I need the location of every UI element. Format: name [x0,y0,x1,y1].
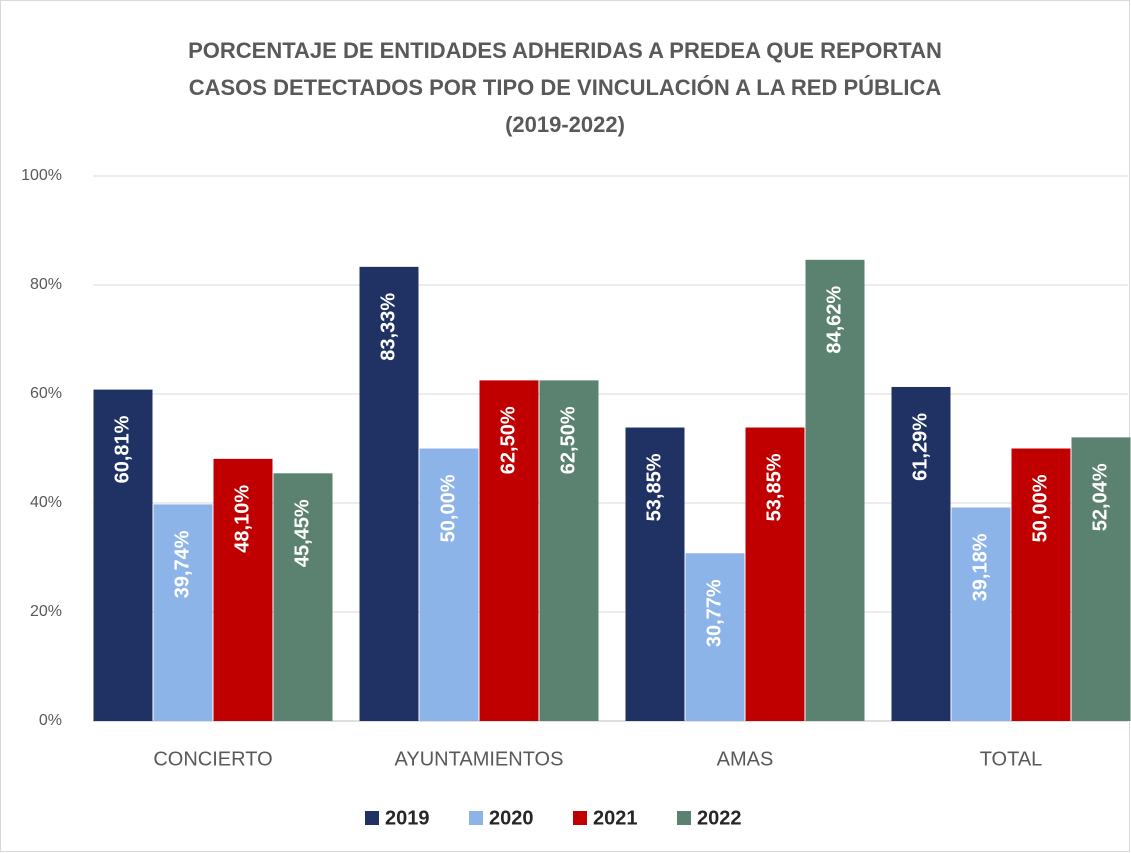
data-label: 39,18% [969,533,991,601]
x-tick-label: AMAS [717,748,774,770]
data-label: 52,04% [1089,463,1111,531]
legend-swatch [677,811,691,825]
bar [625,427,685,721]
bar [539,380,599,721]
bar [213,458,273,721]
y-tick-label: 80% [30,276,62,293]
bar [685,553,745,721]
bar [93,389,153,721]
x-tick-label: CONCIERTO [153,748,272,770]
data-label: 53,85% [643,453,665,521]
data-label: 50,00% [437,474,459,542]
legend-label: 2020 [489,807,534,829]
bar [805,259,865,721]
data-label: 45,45% [291,499,313,567]
data-label: 60,81% [111,415,133,483]
x-tick-label: TOTAL [980,748,1043,770]
bar [745,427,805,721]
y-tick-label: 40% [30,494,62,511]
legend-label: 2021 [593,807,638,829]
data-label: 30,77% [703,579,725,647]
bar [479,380,539,721]
bar [273,473,333,721]
chart-title: (2019-2022) [505,112,625,137]
bar [1011,448,1071,721]
bar [419,448,479,721]
data-label: 50,00% [1029,474,1051,542]
bar [153,504,213,721]
legend-swatch [573,811,587,825]
data-label: 84,62% [823,286,845,354]
bar [891,386,951,721]
data-label: 61,29% [909,413,931,481]
y-tick-label: 60% [30,385,62,402]
data-label: 62,50% [497,406,519,474]
data-label: 39,74% [171,530,193,598]
legend-label: 2022 [697,807,742,829]
legend-swatch [365,811,379,825]
data-label: 83,33% [377,293,399,361]
legend-label: 2019 [385,807,430,829]
y-tick-label: 100% [21,167,62,184]
chart-title: CASOS DETECTADOS POR TIPO DE VINCULACIÓN… [189,75,942,100]
y-tick-label: 0% [39,712,62,729]
x-tick-label: AYUNTAMIENTOS [395,748,564,770]
data-label: 62,50% [557,406,579,474]
chart-title: PORCENTAJE DE ENTIDADES ADHERIDAS A PRED… [188,38,942,63]
y-tick-label: 20% [30,603,62,620]
data-label: 53,85% [763,453,785,521]
bar [951,507,1011,721]
data-label: 48,10% [231,485,253,553]
legend-swatch [469,811,483,825]
bar [1071,437,1131,721]
bar [359,266,419,721]
